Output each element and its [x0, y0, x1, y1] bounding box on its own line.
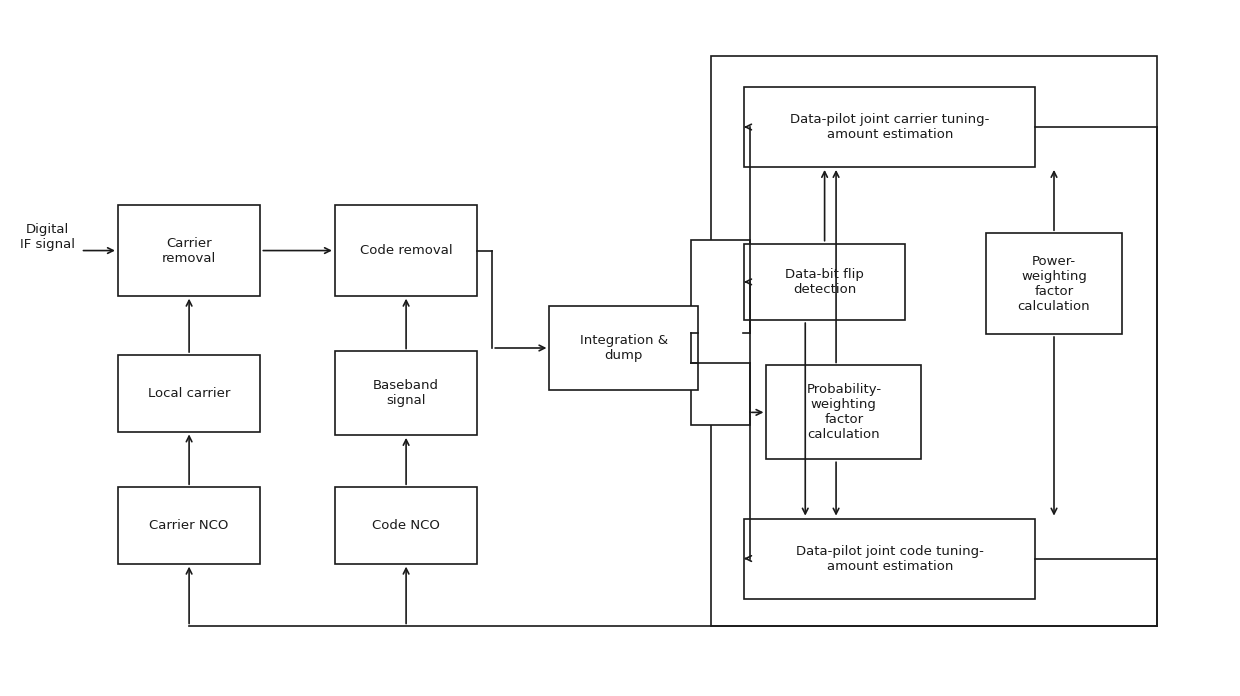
- Text: Probability-
weighting
factor
calculation: Probability- weighting factor calculatio…: [806, 383, 882, 441]
- FancyBboxPatch shape: [335, 205, 477, 296]
- Text: Baseband
signal: Baseband signal: [373, 379, 439, 407]
- Text: Carrier NCO: Carrier NCO: [149, 519, 229, 532]
- Text: Digital
IF signal: Digital IF signal: [20, 223, 74, 251]
- FancyBboxPatch shape: [118, 205, 260, 296]
- FancyBboxPatch shape: [986, 233, 1122, 334]
- Text: Data-pilot joint code tuning-
amount estimation: Data-pilot joint code tuning- amount est…: [796, 544, 983, 573]
- FancyBboxPatch shape: [691, 240, 750, 425]
- FancyBboxPatch shape: [549, 306, 698, 390]
- Text: Code NCO: Code NCO: [372, 519, 440, 532]
- FancyBboxPatch shape: [335, 351, 477, 435]
- FancyBboxPatch shape: [335, 487, 477, 564]
- FancyBboxPatch shape: [744, 244, 905, 320]
- Text: Carrier
removal: Carrier removal: [162, 237, 216, 264]
- FancyBboxPatch shape: [118, 487, 260, 564]
- Text: Data-pilot joint carrier tuning-
amount estimation: Data-pilot joint carrier tuning- amount …: [790, 113, 990, 141]
- Text: Integration &
dump: Integration & dump: [579, 334, 668, 362]
- FancyBboxPatch shape: [118, 355, 260, 432]
- Text: Data-bit flip
detection: Data-bit flip detection: [785, 268, 864, 296]
- Text: Power-
weighting
factor
calculation: Power- weighting factor calculation: [1018, 255, 1090, 313]
- FancyBboxPatch shape: [744, 87, 1035, 167]
- FancyBboxPatch shape: [744, 519, 1035, 599]
- FancyBboxPatch shape: [766, 365, 921, 459]
- Text: Local carrier: Local carrier: [148, 387, 231, 400]
- Text: Code removal: Code removal: [360, 244, 453, 257]
